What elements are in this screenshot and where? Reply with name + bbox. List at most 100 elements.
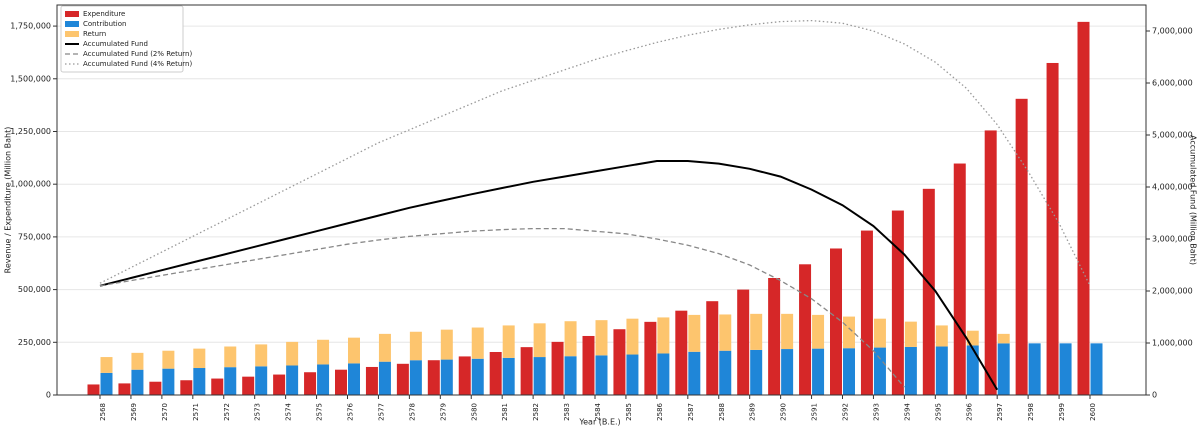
x-tick-label: 2591 bbox=[811, 403, 819, 421]
bar bbox=[348, 363, 360, 395]
x-tick-label: 2581 bbox=[501, 403, 509, 421]
y2-tick-label: 4,000,000 bbox=[1152, 183, 1193, 192]
legend-label: Contribution bbox=[83, 20, 126, 28]
x-tick-label: 2569 bbox=[130, 403, 138, 421]
bar bbox=[224, 346, 237, 368]
bar bbox=[675, 310, 688, 395]
bar bbox=[873, 347, 886, 395]
bar bbox=[1077, 21, 1090, 395]
bar bbox=[564, 356, 577, 395]
bar bbox=[193, 348, 206, 369]
bar bbox=[100, 372, 113, 395]
bar bbox=[812, 314, 825, 349]
x-tick-label: 2580 bbox=[470, 403, 478, 421]
bar bbox=[365, 366, 378, 395]
bar bbox=[891, 210, 904, 395]
bar bbox=[520, 347, 533, 395]
legend-swatch bbox=[65, 21, 79, 27]
x-axis-label: Year (B.E.) bbox=[578, 418, 620, 427]
x-tick-label: 2588 bbox=[718, 403, 726, 421]
bar bbox=[224, 367, 237, 395]
y-axis-label: Revenue / Expenditure (Million Baht) bbox=[4, 127, 13, 274]
y-tick-label: 1,750,000 bbox=[10, 22, 51, 31]
bar bbox=[1090, 343, 1103, 395]
bar bbox=[458, 356, 471, 395]
y-tick-label: 500,000 bbox=[18, 285, 51, 294]
y-tick-label: 1,500,000 bbox=[10, 74, 51, 83]
bar bbox=[966, 345, 979, 395]
y2-tick-label: 3,000,000 bbox=[1152, 235, 1193, 244]
bar bbox=[1028, 343, 1041, 395]
x-tick-label: 2596 bbox=[965, 402, 973, 420]
x-tick-label: 2597 bbox=[996, 403, 1004, 421]
y-tick-label: 1,250,000 bbox=[10, 127, 51, 136]
x-tick-label: 2590 bbox=[780, 403, 788, 421]
bar bbox=[953, 163, 966, 395]
legend-label: Return bbox=[83, 30, 106, 38]
bar bbox=[799, 264, 812, 395]
bar bbox=[180, 380, 193, 395]
bar bbox=[935, 346, 948, 395]
x-tick-label: 2573 bbox=[254, 403, 262, 421]
x-tick-label: 2593 bbox=[872, 403, 880, 421]
bar bbox=[242, 376, 255, 395]
bar bbox=[626, 318, 639, 355]
bar bbox=[427, 360, 440, 395]
bar bbox=[843, 348, 855, 395]
x-tick-label: 2587 bbox=[687, 403, 695, 421]
bar bbox=[1059, 343, 1072, 395]
line bbox=[99, 227, 905, 388]
bar bbox=[317, 364, 330, 395]
legend-box bbox=[60, 5, 184, 73]
bar bbox=[193, 368, 206, 395]
bar bbox=[626, 354, 639, 395]
bar bbox=[997, 343, 1010, 395]
bar bbox=[118, 383, 131, 395]
bar bbox=[1046, 62, 1059, 396]
bar bbox=[582, 335, 595, 395]
bar bbox=[409, 360, 422, 395]
bar bbox=[860, 230, 873, 395]
bar bbox=[471, 358, 484, 395]
bar bbox=[440, 329, 453, 360]
bar bbox=[997, 333, 1010, 344]
bar bbox=[335, 369, 347, 395]
bar bbox=[904, 321, 917, 347]
line bbox=[99, 19, 1091, 287]
legend-label: Expenditure bbox=[83, 10, 125, 18]
bar bbox=[317, 339, 330, 365]
legend-label: Accumulated Fund bbox=[83, 40, 148, 48]
x-tick-label: 2570 bbox=[161, 403, 169, 421]
bar bbox=[595, 355, 608, 395]
y-tick-label: 250,000 bbox=[18, 338, 51, 347]
bar bbox=[378, 333, 391, 362]
bar bbox=[440, 359, 453, 395]
x-tick-label: 2595 bbox=[934, 403, 942, 421]
legend: Expenditure Contribution Return Accumulated… bbox=[60, 5, 192, 73]
bar bbox=[843, 316, 855, 349]
bar bbox=[935, 325, 948, 347]
bar bbox=[286, 341, 299, 366]
x-tick-label: 2582 bbox=[532, 403, 540, 421]
x-tick-label: 2576 bbox=[347, 402, 355, 420]
bar bbox=[644, 321, 657, 395]
bar bbox=[737, 289, 750, 395]
bar bbox=[211, 378, 224, 395]
x-tick-label: 2586 bbox=[656, 402, 664, 420]
x-tick-label: 2585 bbox=[625, 403, 633, 421]
line bbox=[99, 160, 999, 391]
bar bbox=[564, 321, 577, 357]
bar bbox=[533, 357, 546, 395]
bar bbox=[706, 301, 719, 395]
bar bbox=[613, 329, 626, 395]
bar bbox=[286, 365, 299, 395]
bar bbox=[551, 341, 564, 395]
x-tick-label: 2578 bbox=[408, 403, 416, 421]
legend-swatch bbox=[65, 31, 79, 37]
y2-tick-label: 6,000,000 bbox=[1152, 79, 1193, 88]
bar bbox=[750, 313, 763, 350]
bar bbox=[273, 374, 286, 395]
bar bbox=[781, 313, 794, 350]
bar bbox=[781, 349, 794, 395]
